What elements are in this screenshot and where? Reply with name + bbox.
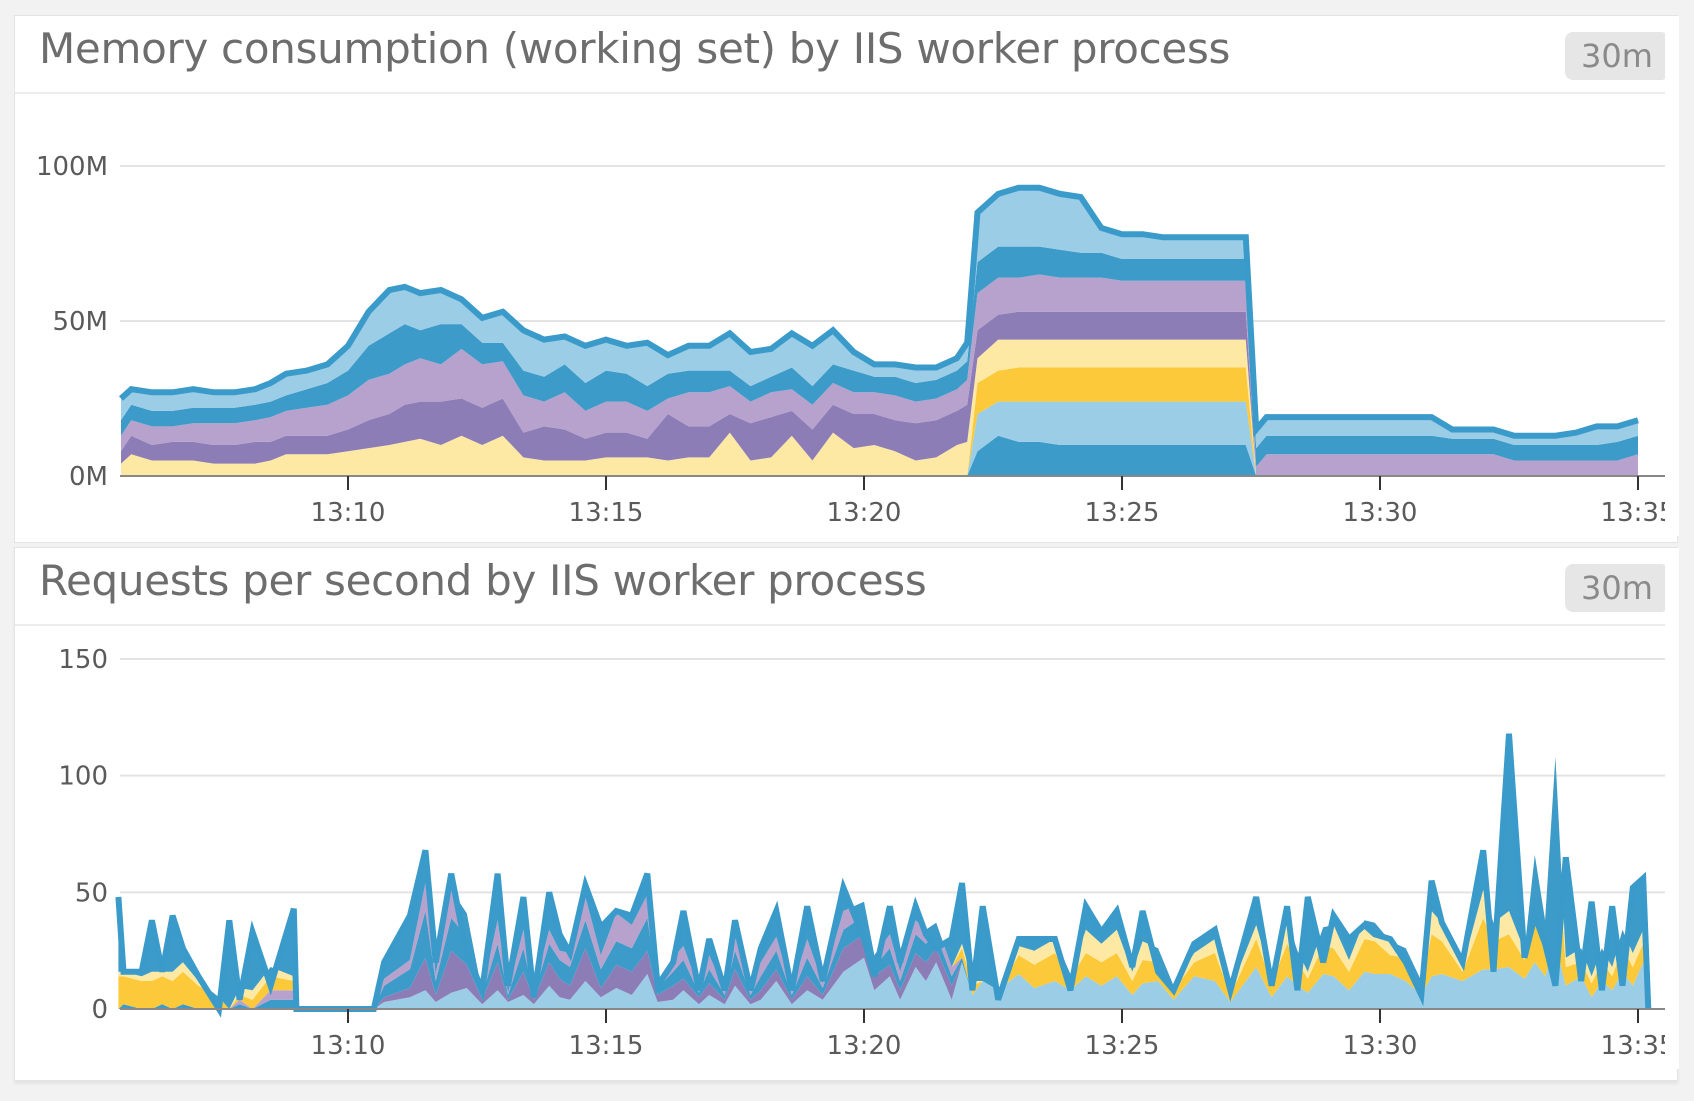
x-tick-label: 13:30 bbox=[1343, 1031, 1418, 1061]
right-clip bbox=[1665, 16, 1679, 536]
x-tick-label: 13:10 bbox=[311, 498, 386, 528]
panel-title: Memory consumption (working set) by IIS … bbox=[39, 24, 1231, 73]
y-tick-label: 100M bbox=[36, 152, 108, 182]
x-tick-label: 13:20 bbox=[827, 1031, 902, 1061]
x-tick-label: 13:35 bbox=[1601, 498, 1676, 528]
series-area-blue-process-g[interactable] bbox=[121, 246, 1638, 467]
series-area-purple-process-e[interactable] bbox=[118, 934, 1649, 1009]
panel-header: Requests per second by IIS worker proces… bbox=[15, 548, 1677, 626]
timeframe-badge[interactable]: 30m bbox=[1565, 32, 1669, 80]
series-area-blue-process-g[interactable] bbox=[118, 911, 1649, 1009]
right-clip bbox=[1665, 548, 1679, 1069]
series-area-lightblue-process-h[interactable] bbox=[118, 943, 1649, 1009]
y-tick-label: 0 bbox=[91, 995, 108, 1025]
x-tick-label: 13:35 bbox=[1601, 1031, 1676, 1061]
y-tick-label: 0M bbox=[69, 462, 108, 492]
y-tick-label: 150 bbox=[58, 645, 108, 675]
panel-title: Requests per second by IIS worker proces… bbox=[39, 556, 927, 605]
y-tick-label: 50 bbox=[75, 878, 108, 908]
y-tick-label: 50M bbox=[52, 307, 108, 337]
x-tick-label: 13:25 bbox=[1085, 498, 1160, 528]
panel-header: Memory consumption (working set) by IIS … bbox=[15, 16, 1677, 94]
x-tick-label: 13:15 bbox=[569, 1031, 644, 1061]
stacked-areas bbox=[121, 187, 1638, 477]
y-tick-label: 100 bbox=[58, 762, 108, 792]
requests-per-second-panel: Requests per second by IIS worker proces… bbox=[14, 547, 1679, 1082]
total-outline bbox=[115, 733, 1652, 1018]
requests-chart[interactable]: 0 50 100 150 13:10 13:15 13:20 13:25 13:30 13:35 bbox=[15, 548, 1679, 1082]
x-tick-label: 13:25 bbox=[1085, 1031, 1160, 1061]
x-tick-label: 13:10 bbox=[311, 1031, 386, 1061]
x-tick-label: 13:15 bbox=[569, 498, 644, 528]
timeframe-badge[interactable]: 30m bbox=[1565, 564, 1669, 612]
series-area-lightyellow-process-d[interactable] bbox=[121, 339, 1638, 476]
memory-chart[interactable]: 0M 50M 100M 13:10 13:15 13:20 13:25 13:30 13:35 bbox=[15, 16, 1679, 544]
x-tick-label: 13:20 bbox=[827, 498, 902, 528]
x-tick-label: 13:30 bbox=[1343, 498, 1418, 528]
series-area-lightblue-process-h[interactable] bbox=[121, 187, 1638, 449]
memory-consumption-panel: Memory consumption (working set) by IIS … bbox=[14, 15, 1679, 544]
total-outline bbox=[118, 184, 1639, 439]
series-area-purple-process-e[interactable] bbox=[121, 311, 1638, 476]
series-area-lightpurple-process-f[interactable] bbox=[121, 274, 1638, 477]
